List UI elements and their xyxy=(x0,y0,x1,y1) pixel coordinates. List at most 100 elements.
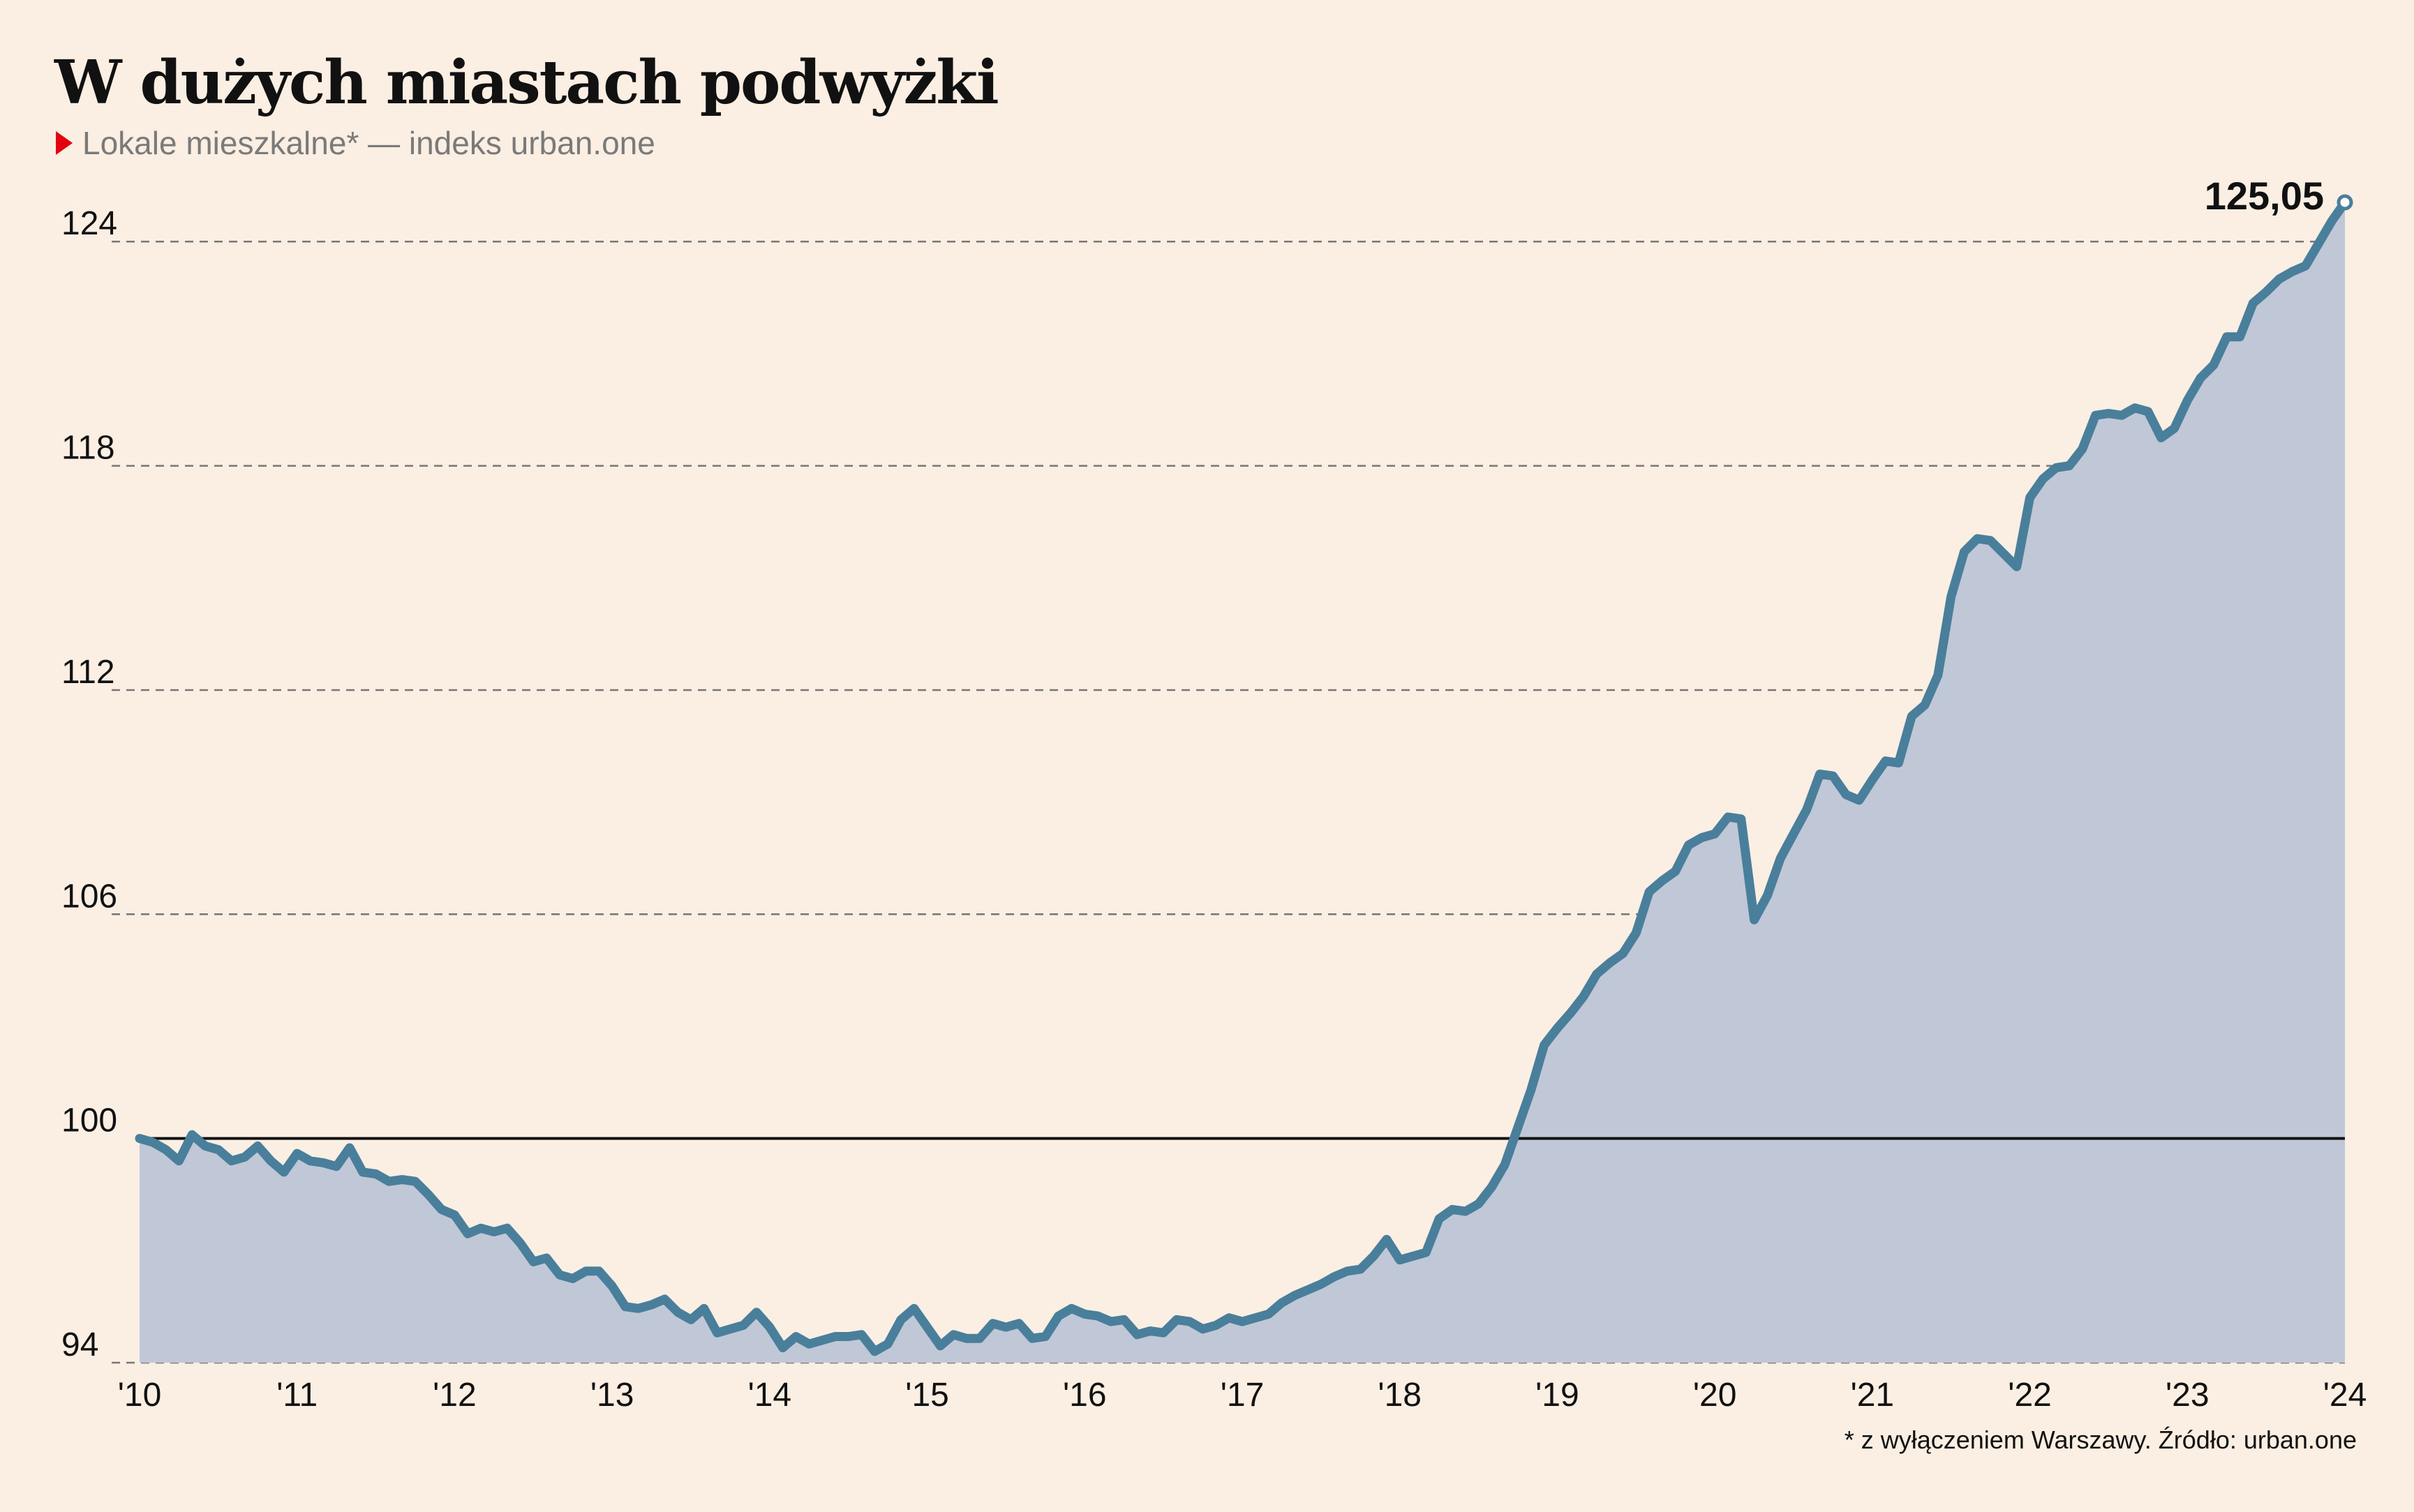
data-point xyxy=(1108,1319,1114,1324)
data-point xyxy=(1646,889,1652,895)
data-point xyxy=(964,1335,969,1341)
data-point xyxy=(491,1229,497,1235)
data-point xyxy=(412,1178,418,1184)
data-point xyxy=(2053,465,2059,470)
data-point xyxy=(688,1317,694,1322)
data-point xyxy=(977,1335,983,1341)
data-point xyxy=(727,1326,733,1332)
x-tick-label: '18 xyxy=(1378,1377,1422,1414)
data-point xyxy=(557,1272,562,1278)
data-point xyxy=(754,1310,759,1315)
data-point xyxy=(163,1147,169,1153)
data-point xyxy=(1528,1087,1534,1093)
data-point xyxy=(2159,435,2164,440)
data-point xyxy=(715,1330,720,1335)
data-point xyxy=(1436,1216,1442,1222)
x-tick-label: '24 xyxy=(2323,1377,2367,1414)
data-point xyxy=(544,1255,549,1261)
data-point xyxy=(1974,536,1980,541)
data-point xyxy=(2001,551,2006,556)
data-point xyxy=(1922,702,1928,708)
data-point xyxy=(1607,960,1613,966)
data-point xyxy=(1699,834,1704,840)
data-point xyxy=(2198,375,2203,381)
data-point xyxy=(1279,1300,1284,1305)
data-point xyxy=(1082,1311,1087,1317)
data-point xyxy=(885,1341,891,1347)
data-point xyxy=(1463,1208,1468,1214)
data-point xyxy=(1200,1326,1206,1332)
data-point xyxy=(1187,1319,1193,1324)
data-point xyxy=(636,1305,641,1311)
x-tick-label: '19 xyxy=(1535,1377,1579,1414)
chart-subtitle-text: Lokale mieszkalne* — indeks urban.one xyxy=(82,125,655,161)
data-point xyxy=(517,1241,523,1246)
data-point xyxy=(872,1349,877,1354)
x-tick-label: '11 xyxy=(276,1377,318,1414)
x-tick-label: '23 xyxy=(2166,1377,2210,1414)
data-point xyxy=(1226,1315,1232,1321)
data-point xyxy=(1292,1293,1297,1298)
x-tick-label: '12 xyxy=(433,1377,477,1414)
data-point xyxy=(937,1343,943,1349)
data-point xyxy=(1843,792,1849,798)
data-point xyxy=(1870,777,1875,782)
series-area xyxy=(140,202,2345,1363)
data-point xyxy=(911,1305,917,1311)
data-point xyxy=(623,1304,628,1310)
data-point xyxy=(1305,1287,1311,1293)
data-point xyxy=(1935,673,1941,678)
data-point xyxy=(295,1151,300,1156)
data-point xyxy=(1988,538,1993,544)
y-tick-label: 118 xyxy=(61,430,115,467)
last-point-marker xyxy=(2337,194,2353,211)
data-point xyxy=(2316,241,2321,246)
data-point xyxy=(2027,495,2033,500)
data-point xyxy=(229,1158,234,1164)
data-point xyxy=(1095,1313,1101,1319)
data-point xyxy=(1962,549,1967,555)
data-point xyxy=(1738,816,1744,822)
x-tick-label: '20 xyxy=(1693,1377,1737,1414)
data-point xyxy=(1673,869,1678,874)
data-point xyxy=(2171,426,2177,431)
data-point xyxy=(1043,1334,1048,1340)
data-point xyxy=(649,1302,655,1308)
y-tick-label: 94 xyxy=(61,1326,98,1363)
data-point xyxy=(1016,1321,1022,1326)
data-point xyxy=(806,1341,812,1347)
x-tick-label: '15 xyxy=(905,1377,949,1414)
data-point xyxy=(793,1334,798,1340)
data-point xyxy=(1397,1257,1403,1263)
data-point xyxy=(1594,971,1600,977)
data-point xyxy=(241,1154,247,1160)
chart-title: W dużych miastach podwyżki xyxy=(54,47,999,118)
data-point xyxy=(1725,814,1731,820)
data-point xyxy=(609,1283,615,1289)
data-point xyxy=(2250,301,2256,306)
data-point xyxy=(1502,1162,1507,1167)
data-point xyxy=(452,1212,457,1218)
data-point xyxy=(1135,1332,1140,1338)
data-point xyxy=(1003,1324,1008,1330)
data-point xyxy=(596,1268,602,1274)
data-point xyxy=(2303,263,2309,269)
data-point xyxy=(1056,1313,1061,1319)
data-point xyxy=(859,1332,865,1338)
data-point xyxy=(1817,771,1823,777)
data-point xyxy=(1384,1236,1389,1242)
y-axis-ticks: 94 100 106 112 118 124 xyxy=(61,205,117,1363)
data-point xyxy=(570,1275,576,1281)
data-point xyxy=(334,1164,339,1169)
x-tick-label: '14 xyxy=(748,1377,792,1414)
data-point xyxy=(1371,1253,1376,1259)
data-point xyxy=(1660,878,1665,883)
data-point xyxy=(189,1132,195,1137)
data-point xyxy=(1883,758,1888,764)
data-point xyxy=(1344,1268,1350,1274)
data-point xyxy=(819,1338,825,1343)
y-tick-label: 124 xyxy=(61,205,117,242)
data-point xyxy=(1620,951,1625,957)
data-point xyxy=(1633,930,1639,936)
